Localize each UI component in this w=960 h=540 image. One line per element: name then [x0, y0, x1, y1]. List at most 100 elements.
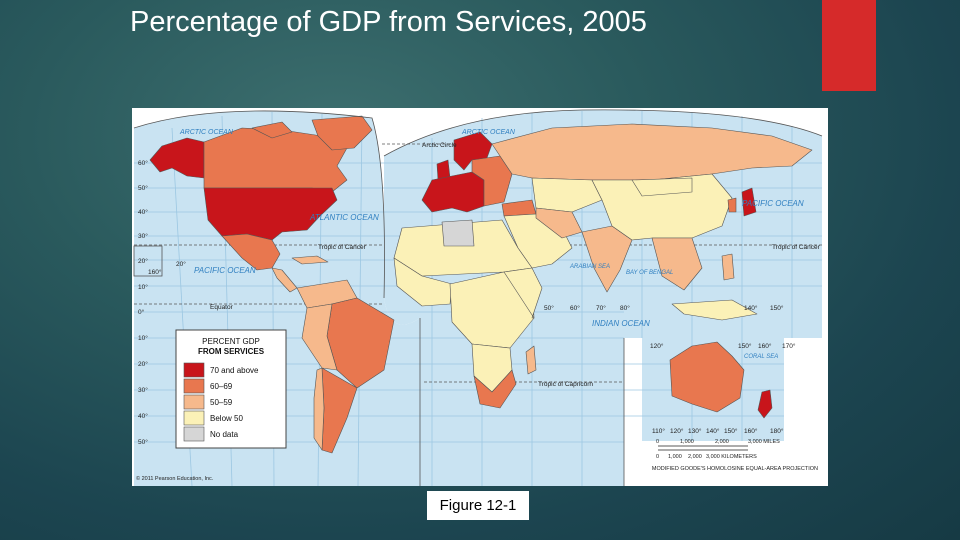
projection-note: MODIFIED GOODE'S HOMOLOSINE EQUAL-AREA P…: [652, 466, 818, 472]
country-russia: [491, 123, 813, 181]
legend-label: 60–69: [210, 382, 233, 391]
lobe-borders: [133, 109, 823, 486]
legend-title-line1: PERCENT GDP: [202, 337, 260, 346]
label-arabian-sea: ARABIAN SEA: [569, 264, 610, 270]
label-tropic-cancer-west: Tropic of Cancer: [318, 244, 367, 251]
country-philippines: [721, 253, 735, 281]
lon-label: 170°: [782, 342, 796, 350]
label-arctic-ocean-west: ARCTIC OCEAN: [179, 129, 234, 136]
legend-swatch: [183, 394, 205, 410]
country-chile: [313, 367, 325, 451]
lon-label: 160°: [744, 427, 758, 435]
lon-label: 180°: [770, 427, 784, 435]
lon-label: 150°: [770, 304, 784, 312]
country-japan: [741, 187, 757, 217]
longitude-labels: 50° 60° 70° 80° 140° 150° 120° 150° 160°…: [148, 260, 796, 435]
accent-bar-fill: [822, 0, 876, 91]
label-indian-ocean: INDIAN OCEAN: [592, 319, 650, 328]
hawaii-inset: [133, 245, 163, 277]
continents: [149, 115, 813, 454]
lon-label: 160°: [148, 268, 162, 276]
world-map: ARCTIC OCEAN ARCTIC OCEAN ATLANTIC OCEAN…: [132, 108, 828, 486]
legend-label: No data: [210, 430, 239, 439]
label-arctic-ocean-east: ARCTIC OCEAN: [461, 129, 516, 136]
label-pacific-ocean-east: PACIFIC OCEAN: [742, 199, 804, 208]
lat-label: 10°: [138, 334, 148, 342]
lon-label: 140°: [706, 427, 720, 435]
legend-swatch: [183, 378, 205, 394]
legend-label: 50–59: [210, 398, 233, 407]
legend-swatch: [183, 410, 205, 426]
lat-label: 50°: [138, 184, 148, 192]
country-libya-egypt: [441, 219, 475, 247]
scale-km-2: 2,000: [688, 454, 702, 460]
label-equator: Equator: [210, 304, 234, 311]
country-madagascar: [525, 345, 537, 375]
lon-label: 120°: [650, 342, 664, 350]
label-pacific-ocean-west: PACIFIC OCEAN: [194, 266, 256, 275]
lon-label: 80°: [620, 304, 630, 312]
lon-label: 60°: [570, 304, 580, 312]
lon-label: 140°: [744, 304, 758, 312]
label-coral-sea: CORAL SEA: [744, 354, 778, 360]
country-korea: [727, 197, 737, 213]
lat-label: 10°: [138, 283, 148, 291]
lon-label: 150°: [724, 427, 738, 435]
lon-label: 160°: [758, 342, 772, 350]
slide-title: Percentage of GDP from Services, 2005: [130, 6, 647, 38]
lat-label: 40°: [138, 208, 148, 216]
lat-label: 40°: [138, 412, 148, 420]
scale-mile-3: 3,000 MILES: [748, 439, 780, 445]
label-tropic-cancer-east: Tropic of Cancer: [772, 244, 821, 251]
country-indonesia: [671, 299, 758, 321]
country-peru-bolivia: [301, 303, 338, 371]
arctic-islands: [251, 121, 293, 139]
copyright-note: © 2011 Pearson Education, Inc.: [136, 475, 214, 482]
lon-label: 130°: [688, 427, 702, 435]
central-america: [271, 267, 298, 293]
country-mexico: [221, 233, 281, 271]
lon-label: 110°: [652, 427, 665, 435]
country-east-africa: [503, 267, 543, 319]
country-usa: [203, 187, 338, 241]
scale-km-1: 1,000: [668, 454, 682, 460]
lon-label: 50°: [544, 304, 554, 312]
legend-title-line2: FROM SERVICES: [198, 347, 265, 356]
legend-swatch: [183, 362, 205, 378]
scale-km-3: 3,000 KILOMETERS: [706, 454, 757, 460]
country-mongolia: [631, 177, 693, 197]
legend-label: Below 50: [210, 414, 243, 423]
country-west-africa: [393, 257, 453, 307]
lat-label: 60°: [138, 159, 148, 167]
label-tropic-capricorn: Tropic of Capricorn: [538, 381, 593, 388]
caribbean: [291, 255, 329, 265]
lat-label: 20°: [138, 360, 148, 368]
accent-bar: [822, 0, 876, 91]
country-australia: [669, 341, 745, 413]
legend-swatch: [183, 426, 205, 442]
country-south-africa: [473, 369, 517, 409]
label-atlantic-ocean: ATLANTIC OCEAN: [309, 213, 379, 222]
lon-label: 20°: [176, 260, 186, 268]
legend: PERCENT GDP FROM SERVICES 70 and above 60…: [175, 329, 287, 449]
scale-mile-1: 1,000: [680, 439, 694, 445]
lon-label: 120°: [670, 427, 684, 435]
lat-label: 20°: [138, 257, 148, 265]
latitude-labels: 60° 50° 40° 30° 20° 10° 0° 10° 20° 30° 4…: [138, 159, 148, 446]
scale-bar: 0 1,000 2,000 3,000 MILES 0 1,000 2,000 …: [656, 439, 780, 460]
figure-caption: Figure 12-1: [427, 491, 529, 520]
lat-label: 30°: [138, 386, 148, 394]
legend-label: 70 and above: [210, 366, 259, 375]
country-new-zealand: [757, 389, 773, 419]
scale-mile-0: 0: [656, 439, 659, 445]
lon-label: 150°: [738, 342, 752, 350]
lat-label: 0°: [138, 308, 145, 316]
country-southeast-asia: [651, 237, 703, 291]
scale-km-0: 0: [656, 454, 659, 460]
label-bay-of-bengal: BAY OF BENGAL: [626, 270, 673, 276]
label-arctic-circle: Arctic Circle: [422, 142, 457, 149]
country-central-asia: [531, 177, 603, 213]
lon-label: 70°: [596, 304, 606, 312]
lat-label: 30°: [138, 232, 148, 240]
lat-label: 50°: [138, 438, 148, 446]
